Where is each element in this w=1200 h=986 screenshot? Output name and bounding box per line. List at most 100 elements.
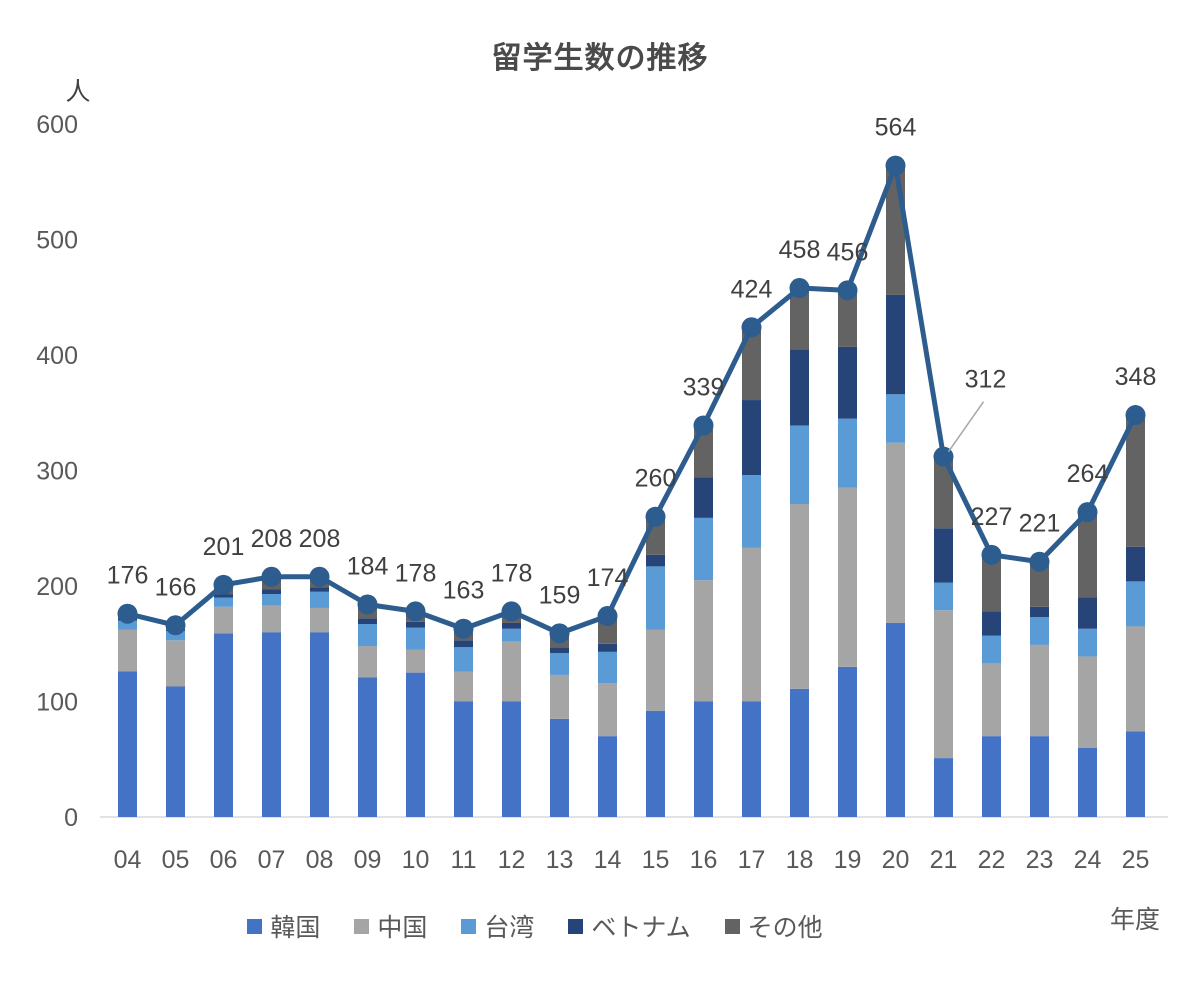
bar-segment-taiwan-11 bbox=[454, 647, 473, 672]
total-marker-10 bbox=[405, 601, 426, 622]
bar-segment-korea-19 bbox=[838, 666, 857, 817]
total-line bbox=[125, 163, 1138, 636]
bar-segment-taiwan-09 bbox=[358, 624, 377, 647]
data-label-18: 458 bbox=[779, 236, 821, 264]
data-label-19: 456 bbox=[827, 238, 869, 266]
bar-segment-china-14 bbox=[598, 683, 617, 737]
bar-segment-korea-11 bbox=[454, 701, 473, 817]
bar-segment-vietnam-08 bbox=[310, 587, 329, 592]
bar-segment-vietnam-22 bbox=[982, 611, 1001, 636]
bar-segment-china-10 bbox=[406, 649, 425, 673]
x-tick-label-14: 14 bbox=[594, 846, 622, 874]
bar-segment-china-16 bbox=[694, 580, 713, 702]
bar-segment-taiwan-14 bbox=[598, 651, 617, 684]
x-tick-label-13: 13 bbox=[546, 846, 574, 874]
bar-segment-korea-18 bbox=[790, 688, 809, 817]
total-marker-05 bbox=[165, 615, 186, 636]
total-marker-09 bbox=[357, 594, 378, 615]
total-marker-06 bbox=[213, 574, 234, 595]
x-tick-label-06: 06 bbox=[210, 846, 238, 874]
x-tick-label-15: 15 bbox=[642, 846, 670, 874]
legend-item-other: その他 bbox=[724, 908, 823, 944]
bar-segment-china-24 bbox=[1078, 656, 1097, 748]
bar-segment-vietnam-06 bbox=[214, 594, 233, 598]
bar-segment-china-08 bbox=[310, 607, 329, 633]
data-label-25: 348 bbox=[1115, 363, 1157, 391]
bar-segment-taiwan-19 bbox=[838, 418, 857, 488]
bar-segment-korea-06 bbox=[214, 633, 233, 817]
bar-segment-taiwan-20 bbox=[886, 394, 905, 443]
legend-item-vietnam: ベトナム bbox=[568, 908, 691, 944]
data-label-16: 339 bbox=[683, 373, 725, 401]
y-axis-unit-label: 人 bbox=[65, 78, 91, 106]
bar-segment-china-15 bbox=[646, 629, 665, 711]
data-label-06: 201 bbox=[203, 533, 245, 561]
total-marker-19 bbox=[837, 280, 858, 301]
bar-segment-taiwan-21 bbox=[934, 582, 953, 611]
x-tick-label-25: 25 bbox=[1122, 846, 1150, 874]
legend-swatch-other bbox=[724, 918, 740, 934]
bar-segment-vietnam-17 bbox=[742, 400, 761, 476]
y-tick-label-500: 500 bbox=[36, 227, 78, 255]
bar-segment-china-11 bbox=[454, 671, 473, 702]
bar-segment-korea-05 bbox=[166, 686, 185, 817]
bar-segment-vietnam-21 bbox=[934, 528, 953, 583]
legend-item-korea: 韓国 bbox=[247, 908, 320, 944]
data-label-24: 264 bbox=[1067, 460, 1109, 488]
x-tick-label-17: 17 bbox=[738, 846, 766, 874]
bar-segment-china-04 bbox=[118, 629, 137, 672]
bar-segment-china-22 bbox=[982, 663, 1001, 737]
bar-segment-korea-07 bbox=[262, 632, 281, 817]
bar-segment-korea-17 bbox=[742, 701, 761, 817]
x-tick-label-07: 07 bbox=[258, 846, 286, 874]
bar-segment-other-25 bbox=[1126, 415, 1145, 547]
bar-segment-taiwan-24 bbox=[1078, 628, 1097, 657]
x-tick-label-12: 12 bbox=[498, 846, 526, 874]
chart-title: 留学生数の推移 bbox=[491, 42, 709, 75]
chart-legend: 韓国 中国 台湾 ベトナム その他 bbox=[0, 908, 1070, 944]
total-marker-04 bbox=[117, 603, 138, 624]
data-label-14: 174 bbox=[587, 564, 629, 592]
bar-segment-korea-08 bbox=[310, 632, 329, 817]
x-tick-label-09: 09 bbox=[354, 846, 382, 874]
bar-segment-vietnam-24 bbox=[1078, 597, 1097, 629]
data-label-08: 208 bbox=[299, 525, 341, 553]
bar-segment-vietnam-14 bbox=[598, 643, 617, 652]
data-label-07: 208 bbox=[251, 525, 293, 553]
total-marker-18 bbox=[789, 278, 810, 299]
data-label-17: 424 bbox=[731, 275, 773, 303]
data-label-10: 178 bbox=[395, 559, 437, 587]
x-axis-title: 年度 bbox=[1109, 906, 1160, 934]
total-marker-13 bbox=[549, 623, 570, 644]
bar-segment-taiwan-06 bbox=[214, 597, 233, 607]
legend-label-taiwan: 台湾 bbox=[484, 914, 535, 942]
x-tick-label-23: 23 bbox=[1026, 846, 1054, 874]
bar-segment-china-13 bbox=[550, 674, 569, 719]
x-tick-label-04: 04 bbox=[114, 846, 142, 874]
bar-segment-vietnam-23 bbox=[1030, 606, 1049, 618]
bar-segment-china-17 bbox=[742, 547, 761, 702]
total-marker-14 bbox=[597, 606, 618, 627]
bar-segment-korea-09 bbox=[358, 677, 377, 817]
y-tick-label-400: 400 bbox=[36, 342, 78, 370]
data-label-23: 221 bbox=[1019, 510, 1061, 538]
bar-segment-korea-04 bbox=[118, 671, 137, 817]
bar-segment-korea-12 bbox=[502, 701, 521, 817]
x-tick-label-10: 10 bbox=[402, 846, 430, 874]
legend-label-vietnam: ベトナム bbox=[591, 914, 691, 942]
data-label-05: 166 bbox=[155, 573, 197, 601]
callout-leader-line bbox=[947, 401, 985, 453]
total-marker-23 bbox=[1029, 551, 1050, 572]
data-label-04: 176 bbox=[107, 562, 149, 590]
legend-swatch-taiwan bbox=[461, 918, 477, 934]
bar-segment-china-20 bbox=[886, 442, 905, 623]
bar-segment-taiwan-18 bbox=[790, 425, 809, 504]
total-marker-07 bbox=[261, 566, 282, 587]
bar-segment-china-25 bbox=[1126, 626, 1145, 732]
bar-segment-china-06 bbox=[214, 606, 233, 634]
y-tick-label-100: 100 bbox=[36, 689, 78, 717]
x-tick-label-24: 24 bbox=[1074, 846, 1102, 874]
bar-segment-other-24 bbox=[1078, 512, 1097, 598]
bar-segment-other-18 bbox=[790, 288, 809, 350]
